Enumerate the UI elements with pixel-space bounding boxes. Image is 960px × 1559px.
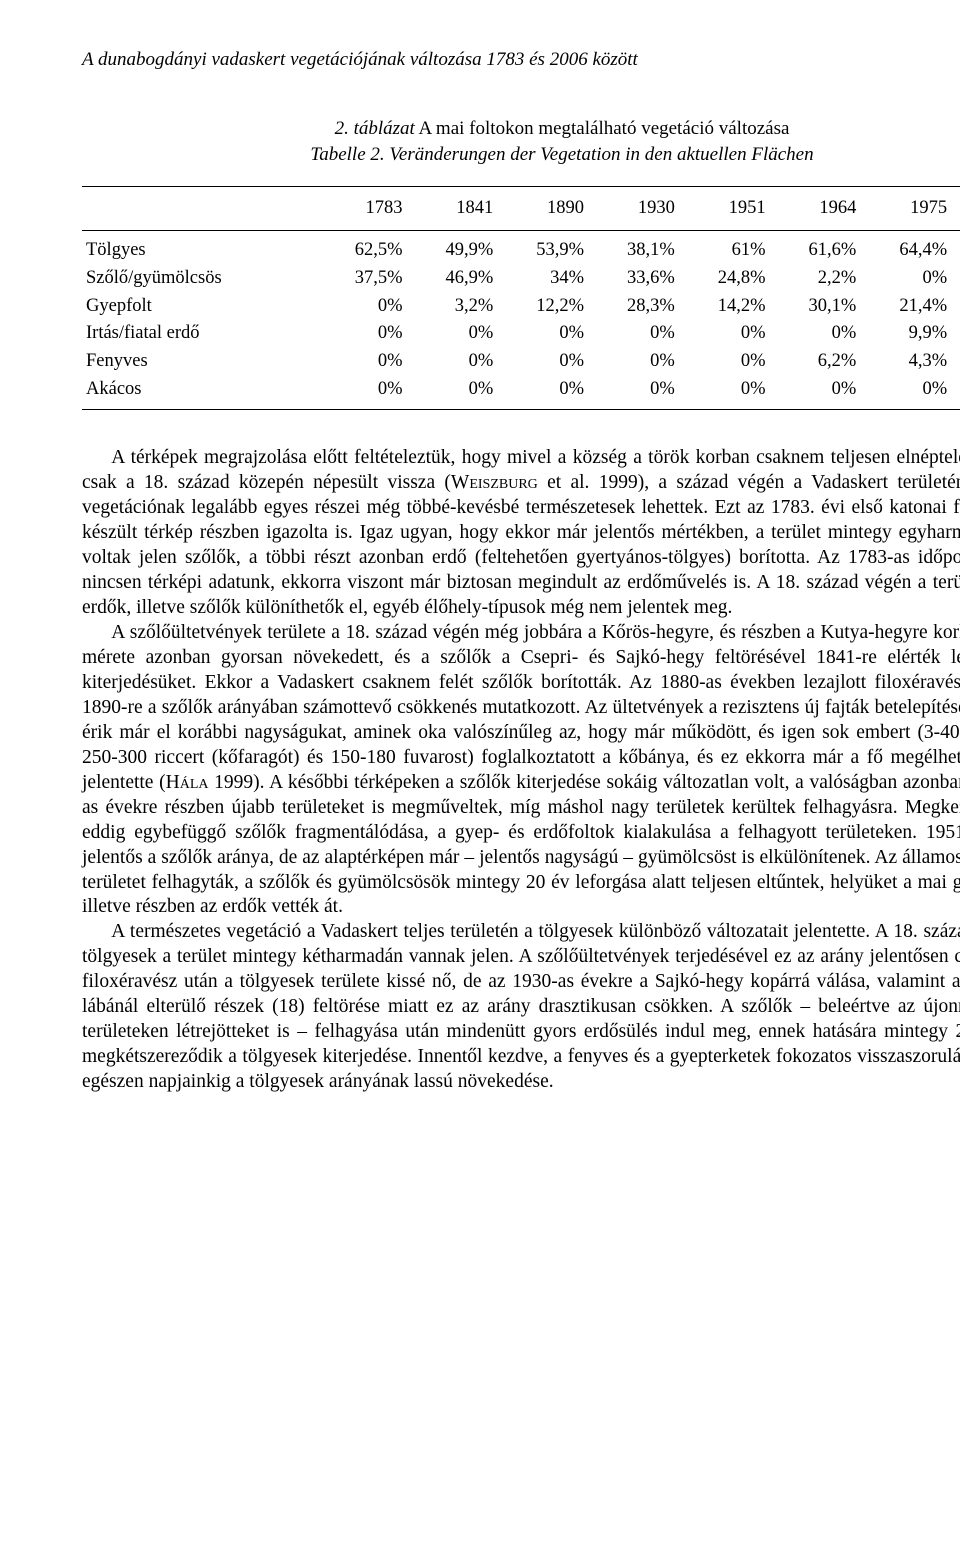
p1-author-1: Weiszburg	[451, 472, 538, 493]
cell: 21,4%	[860, 293, 951, 321]
table-body: Tölgyes 62,5% 49,9% 53,9% 38,1% 61% 61,6…	[82, 231, 960, 410]
cell: 0%	[497, 320, 588, 348]
cell: 64,4%	[860, 231, 951, 265]
col-1964: 1964	[770, 186, 861, 231]
table-row: Szőlő/gyümölcsös 37,5% 46,9% 34% 33,6% 2…	[82, 265, 960, 293]
cell: 61%	[679, 231, 770, 265]
cell: 37,5%	[316, 265, 407, 293]
table-row: Akácos 0% 0% 0% 0% 0% 0% 0% 13,2%	[82, 376, 960, 410]
cell: 4,3%	[860, 348, 951, 376]
cell: Tölgyes	[82, 231, 316, 265]
col-1783: 1783	[316, 186, 407, 231]
cell: Fenyves	[82, 348, 316, 376]
cell: 0%	[860, 265, 951, 293]
caption-lead-2: Tabelle 2.	[310, 144, 384, 165]
col-1930: 1930	[588, 186, 679, 231]
cell: 66%	[951, 231, 960, 265]
p1-part-b: et al. 1999), a század végén a Vadaskert…	[82, 472, 960, 618]
table-caption-line1: 2. táblázat A mai foltokon megtalálható …	[82, 116, 960, 142]
cell: 0%	[770, 376, 861, 410]
cell: 3,4%	[951, 320, 960, 348]
cell: 0%	[951, 265, 960, 293]
cell: 30,1%	[770, 293, 861, 321]
col-1890: 1890	[497, 186, 588, 231]
cell: 0%	[588, 320, 679, 348]
table-caption-line2: Tabelle 2. Veränderungen der Vegetation …	[82, 142, 960, 168]
cell: 0%	[770, 320, 861, 348]
cell: 0%	[407, 348, 498, 376]
cell: 38,1%	[588, 231, 679, 265]
cell: 62,5%	[316, 231, 407, 265]
p2-author-1: Hála	[166, 772, 209, 793]
cell: 34%	[497, 265, 588, 293]
cell: 13,2%	[951, 376, 960, 410]
col-label	[82, 186, 316, 231]
running-title: A dunabogdányi vadaskert vegetációjának …	[82, 48, 638, 72]
cell: 0%	[316, 293, 407, 321]
col-1975: 1975	[860, 186, 951, 231]
col-1841: 1841	[407, 186, 498, 231]
cell: 0%	[679, 348, 770, 376]
p3-text: A természetes vegetáció a Vadaskert telj…	[82, 921, 960, 1092]
paragraph-3: A természetes vegetáció a Vadaskert telj…	[82, 920, 960, 1095]
cell: 0%	[679, 376, 770, 410]
table-caption: 2. táblázat A mai foltokon megtalálható …	[82, 116, 960, 167]
cell: 33,6%	[588, 265, 679, 293]
col-1951: 1951	[679, 186, 770, 231]
cell: 14,4%	[951, 293, 960, 321]
caption-rest-2: Veränderungen der Vegetation in den aktu…	[385, 144, 814, 165]
paragraph-2: A szőlőültetvények területe a 18. század…	[82, 621, 960, 920]
cell: 0%	[407, 320, 498, 348]
cell: 9,9%	[860, 320, 951, 348]
cell: 0%	[316, 376, 407, 410]
cell: Szőlő/gyümölcsös	[82, 265, 316, 293]
cell: 2,9%	[951, 348, 960, 376]
cell: 0%	[860, 376, 951, 410]
cell: 28,3%	[588, 293, 679, 321]
caption-rest-1: A mai foltokon megtalálható vegetáció vá…	[415, 118, 790, 139]
cell: 14,2%	[679, 293, 770, 321]
table-row: Tölgyes 62,5% 49,9% 53,9% 38,1% 61% 61,6…	[82, 231, 960, 265]
cell: 12,2%	[497, 293, 588, 321]
table-row: Gyepfolt 0% 3,2% 12,2% 28,3% 14,2% 30,1%…	[82, 293, 960, 321]
body-text: A térképek megrajzolása előtt feltételez…	[82, 446, 960, 1095]
cell: 0%	[316, 348, 407, 376]
table-row: Fenyves 0% 0% 0% 0% 0% 6,2% 4,3% 2,9%	[82, 348, 960, 376]
cell: 0%	[588, 348, 679, 376]
cell: 53,9%	[497, 231, 588, 265]
cell: 24,8%	[679, 265, 770, 293]
cell: 49,9%	[407, 231, 498, 265]
paragraph-1: A térképek megrajzolása előtt feltételez…	[82, 446, 960, 621]
table-header-row: 1783 1841 1890 1930 1951 1964 1975 2006	[82, 186, 960, 231]
cell: Irtás/fiatal erdő	[82, 320, 316, 348]
cell: 46,9%	[407, 265, 498, 293]
col-2006: 2006	[951, 186, 960, 231]
cell: 61,6%	[770, 231, 861, 265]
cell: 0%	[588, 376, 679, 410]
cell: 0%	[316, 320, 407, 348]
cell: 3,2%	[407, 293, 498, 321]
cell: 0%	[497, 376, 588, 410]
caption-lead-1: 2. táblázat	[335, 118, 415, 139]
p2-part-a: A szőlőültetvények területe a 18. század…	[82, 622, 960, 793]
cell: Gyepfolt	[82, 293, 316, 321]
cell: 0%	[407, 376, 498, 410]
p2-part-b: 1999). A későbbi térképeken a szőlők kit…	[82, 772, 960, 918]
cell: Akácos	[82, 376, 316, 410]
cell: 0%	[679, 320, 770, 348]
table-row: Irtás/fiatal erdő 0% 0% 0% 0% 0% 0% 9,9%…	[82, 320, 960, 348]
cell: 0%	[497, 348, 588, 376]
cell: 6,2%	[770, 348, 861, 376]
running-header: A dunabogdányi vadaskert vegetációjának …	[82, 48, 960, 72]
vegetation-table: 1783 1841 1890 1930 1951 1964 1975 2006 …	[82, 186, 960, 411]
cell: 2,2%	[770, 265, 861, 293]
